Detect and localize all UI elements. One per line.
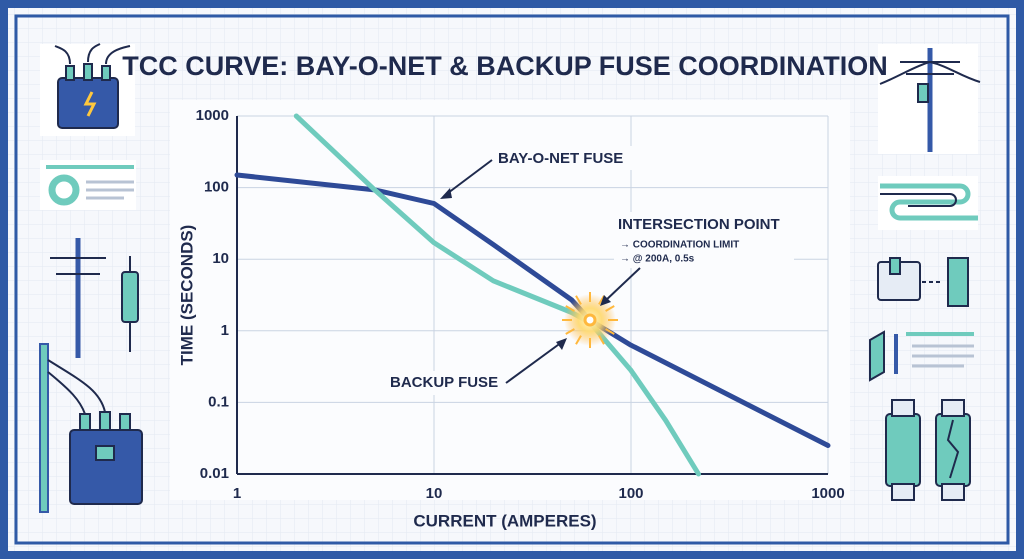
inner-frame	[14, 14, 1010, 545]
label-arrow	[505, 341, 563, 384]
glow-ray	[565, 328, 575, 335]
arrow-head	[600, 295, 611, 306]
x-tick-label: 10	[426, 485, 443, 502]
annotation: INTERSECTION POINT	[618, 216, 780, 233]
series-line	[234, 172, 831, 448]
chart-title: TCC CURVE: BAY-O-NET & BACKUP FUSE COORD…	[122, 51, 888, 81]
intersection-point	[583, 313, 597, 327]
label-bg	[494, 146, 644, 170]
annotation: → COORDINATION LIMIT	[620, 240, 739, 251]
glow-ray	[605, 305, 615, 312]
glow-ray	[565, 305, 575, 312]
y-axis-label: TIME (SECONDS)	[177, 225, 196, 366]
y-tick-label: 1000	[196, 107, 229, 124]
x-axis-label: CURRENT (AMPERES)	[413, 511, 596, 530]
y-tick-label: 10	[212, 250, 229, 267]
glow-ray	[575, 295, 582, 305]
y-tick-label: 0.1	[208, 393, 229, 410]
glow-ray	[605, 328, 615, 335]
icons-left	[39, 43, 143, 513]
annotation: → @ 200A, 0.5s	[620, 254, 695, 265]
series-label: BAY-O-NET FUSE	[498, 150, 623, 167]
y-tick-label: 0.01	[200, 465, 229, 482]
label-bg	[614, 212, 794, 268]
glow-ray	[598, 335, 605, 345]
glow-ray	[598, 295, 605, 305]
plot: 0.01 0.1 1 10 100 1000 1 10 100 1000 BAY-O-NET FUS…	[196, 107, 845, 502]
glow-ray	[575, 335, 582, 345]
y-tick-label: 100	[204, 179, 229, 196]
y-tick-label: 1	[221, 322, 229, 339]
arrow-head	[556, 338, 567, 350]
label-arrow	[443, 159, 493, 197]
x-tick-label: 100	[618, 485, 643, 502]
label-bg	[386, 371, 502, 395]
label-arrow	[603, 267, 641, 303]
icons-right	[869, 44, 981, 501]
series-label: BACKUP FUSE	[390, 374, 498, 391]
x-tick-label: 1000	[811, 485, 844, 502]
x-tick-label: 1	[233, 485, 241, 502]
arrow-head	[440, 188, 452, 199]
